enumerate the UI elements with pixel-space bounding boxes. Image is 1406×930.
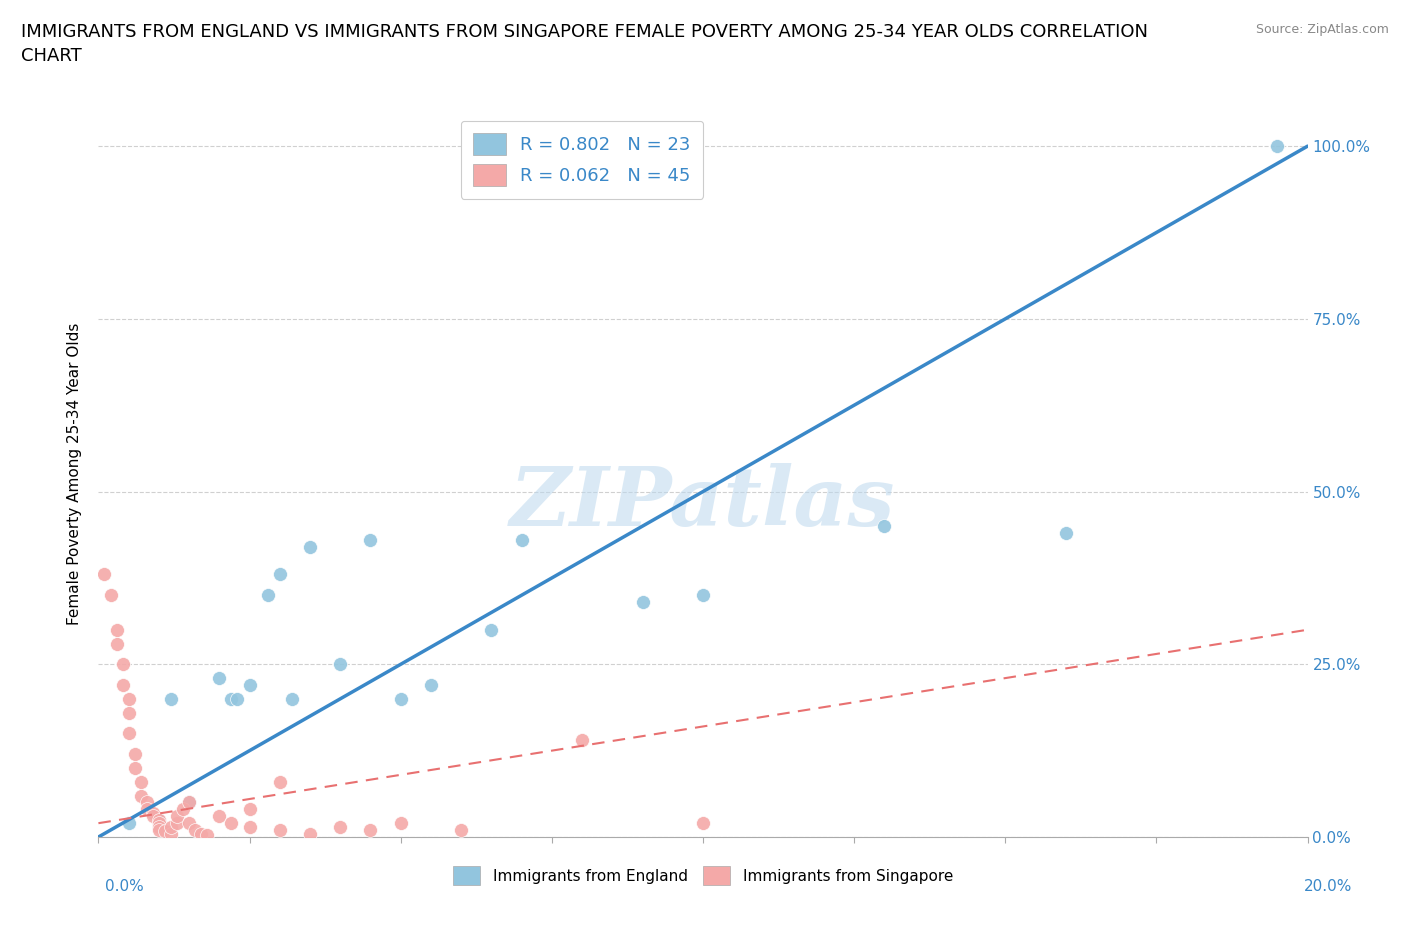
- Point: [100, 588, 122, 603]
- Point: [172, 802, 194, 817]
- Point: [481, 622, 503, 637]
- Point: [118, 691, 141, 706]
- Point: [221, 816, 243, 830]
- Legend: Immigrants from England, Immigrants from Singapore: Immigrants from England, Immigrants from…: [447, 860, 959, 891]
- Point: [269, 567, 291, 582]
- Point: [299, 826, 322, 841]
- Text: IMMIGRANTS FROM ENGLAND VS IMMIGRANTS FROM SINGAPORE FEMALE POVERTY AMONG 25-34 : IMMIGRANTS FROM ENGLAND VS IMMIGRANTS FR…: [21, 23, 1149, 65]
- Point: [873, 519, 896, 534]
- Point: [329, 819, 352, 834]
- Text: 20.0%: 20.0%: [1305, 879, 1353, 894]
- Point: [148, 819, 170, 834]
- Point: [179, 816, 201, 830]
- Point: [184, 823, 207, 838]
- Point: [111, 678, 134, 693]
- Point: [160, 691, 183, 706]
- Point: [1054, 525, 1077, 540]
- Point: [256, 588, 278, 603]
- Point: [389, 816, 412, 830]
- Point: [631, 594, 654, 609]
- Point: [360, 823, 382, 838]
- Point: [118, 705, 141, 720]
- Point: [195, 828, 218, 843]
- Point: [281, 691, 304, 706]
- Text: Source: ZipAtlas.com: Source: ZipAtlas.com: [1256, 23, 1389, 36]
- Point: [299, 539, 322, 554]
- Point: [208, 671, 231, 685]
- Point: [692, 588, 714, 603]
- Point: [118, 816, 141, 830]
- Point: [239, 819, 262, 834]
- Point: [269, 823, 291, 838]
- Text: ZIPatlas: ZIPatlas: [510, 463, 896, 543]
- Point: [166, 809, 188, 824]
- Point: [179, 795, 201, 810]
- Point: [226, 691, 249, 706]
- Point: [148, 816, 170, 830]
- Y-axis label: Female Poverty Among 25-34 Year Olds: Female Poverty Among 25-34 Year Olds: [67, 323, 83, 626]
- Point: [208, 809, 231, 824]
- Point: [135, 802, 157, 817]
- Point: [135, 795, 157, 810]
- Point: [105, 636, 128, 651]
- Point: [148, 812, 170, 827]
- Point: [269, 775, 291, 790]
- Point: [124, 761, 146, 776]
- Point: [239, 802, 262, 817]
- Point: [148, 823, 170, 838]
- Point: [111, 657, 134, 671]
- Point: [160, 826, 183, 841]
- Point: [571, 733, 593, 748]
- Point: [118, 726, 141, 741]
- Point: [420, 678, 443, 693]
- Point: [124, 747, 146, 762]
- Point: [153, 824, 176, 839]
- Point: [160, 819, 183, 834]
- Point: [142, 809, 165, 824]
- Point: [360, 533, 382, 548]
- Point: [179, 795, 201, 810]
- Point: [129, 788, 152, 803]
- Point: [239, 678, 262, 693]
- Point: [329, 657, 352, 671]
- Point: [692, 816, 714, 830]
- Point: [129, 775, 152, 790]
- Point: [510, 533, 533, 548]
- Point: [142, 805, 165, 820]
- Text: 0.0%: 0.0%: [105, 879, 145, 894]
- Point: [1267, 139, 1289, 153]
- Point: [389, 691, 412, 706]
- Point: [450, 823, 472, 838]
- Point: [93, 567, 115, 582]
- Point: [148, 812, 170, 827]
- Point: [190, 826, 212, 841]
- Point: [105, 622, 128, 637]
- Point: [221, 691, 243, 706]
- Point: [166, 816, 188, 830]
